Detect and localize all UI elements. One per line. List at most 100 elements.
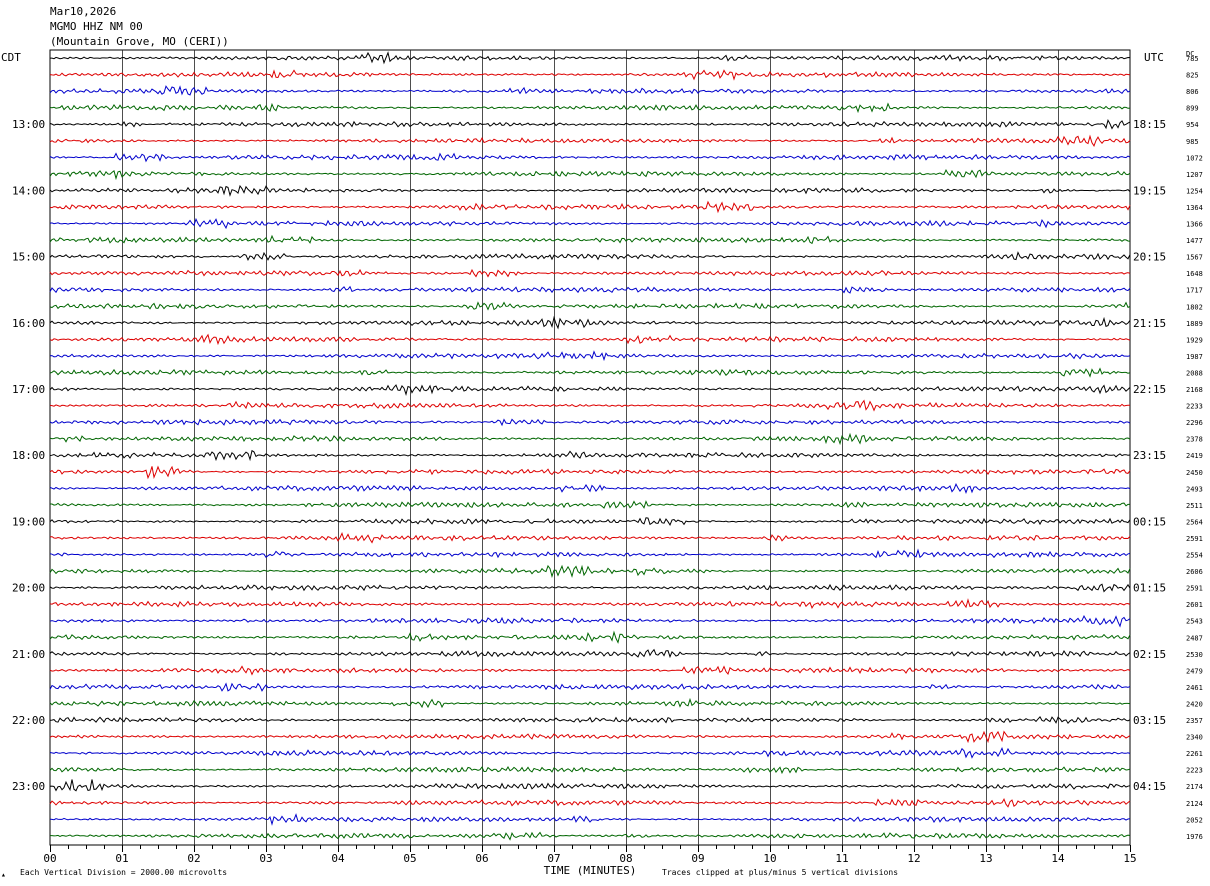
trace-line	[49, 315, 1131, 330]
dc-offset-label: 954	[1186, 121, 1199, 129]
trace-line	[50, 500, 1130, 509]
hour-label-utc: 23:15	[1133, 449, 1166, 462]
trace-line	[49, 69, 1131, 81]
dc-offset-label: 2174	[1186, 783, 1203, 791]
hour-label-utc: 18:15	[1133, 118, 1166, 131]
dc-offset-label: 806	[1186, 88, 1199, 96]
x-tick-label: 06	[475, 852, 488, 865]
hour-label-utc: 03:15	[1133, 714, 1166, 727]
trace-line	[49, 418, 1131, 427]
trace-line	[49, 813, 1131, 826]
dc-offset-label: 825	[1186, 72, 1199, 80]
dc-offset-label: 1802	[1186, 303, 1203, 311]
trace-line	[50, 51, 1131, 65]
dc-offset-label: 2223	[1186, 767, 1203, 775]
dc-offset-label: 1477	[1186, 237, 1203, 245]
trace-line	[49, 301, 1131, 311]
dc-offset-label: 1929	[1186, 336, 1203, 344]
dc-offset-label: 2296	[1186, 419, 1203, 427]
dc-offset-label: 2261	[1186, 750, 1203, 758]
dc-offset-label: 2450	[1186, 469, 1203, 477]
dc-offset-label: 1254	[1186, 187, 1203, 195]
x-tick-label: 07	[547, 852, 560, 865]
hour-label-cdt: 16:00	[12, 317, 45, 330]
header-station: MGMO HHZ NM 00	[50, 20, 143, 33]
dc-offset-label: 985	[1186, 138, 1199, 146]
dc-offset-label: 2487	[1186, 634, 1203, 642]
trace-line	[49, 200, 1131, 214]
hour-label-utc: 20:15	[1133, 251, 1166, 264]
trace-line	[49, 234, 1131, 245]
dc-offset-label: 899	[1186, 105, 1199, 113]
hour-label-cdt: 17:00	[12, 383, 45, 396]
dc-offset-label: 2420	[1186, 700, 1203, 708]
dc-offset-label: 2493	[1186, 485, 1203, 493]
hour-label-utc: 22:15	[1133, 383, 1166, 396]
scale-note: Each Vertical Division = 2000.00 microvo…	[20, 868, 227, 877]
x-tick-label: 14	[1051, 852, 1065, 865]
dc-offset-label: 1889	[1186, 320, 1203, 328]
trace-line	[49, 583, 1131, 593]
clip-note: Traces clipped at plus/minus 5 vertical …	[662, 868, 898, 877]
right-timezone-label: UTC	[1144, 51, 1164, 64]
dc-offset-label: 2052	[1186, 816, 1203, 824]
trace-line	[49, 483, 1131, 495]
hour-label-utc: 01:15	[1133, 582, 1166, 595]
dc-offset-label: 2088	[1186, 369, 1203, 377]
dc-offset-label: 2124	[1186, 800, 1203, 808]
trace-line	[50, 831, 1131, 841]
trace-line	[49, 102, 1131, 114]
hour-label-cdt: 18:00	[12, 449, 45, 462]
trace-line	[49, 615, 1131, 628]
trace-line	[49, 432, 1131, 446]
dc-offset-label: 1717	[1186, 287, 1203, 295]
trace-line	[49, 217, 1131, 230]
x-tick-label: 00	[43, 852, 56, 865]
header-location: (Mountain Grove, MO (CERI))	[50, 35, 229, 48]
dc-offset-label: 2554	[1186, 552, 1203, 560]
trace-line	[49, 564, 1131, 578]
tick-layer: 00 01 02 03 04 05 06 07 08 09 10 11 12 13 14 15	[43, 845, 1137, 865]
plot-frame	[49, 49, 1131, 846]
trace-line	[49, 367, 1131, 378]
trace-line	[49, 598, 1131, 610]
dc-offset-label: 1207	[1186, 171, 1203, 179]
x-tick-label: 09	[691, 852, 704, 865]
dc-offset-label: 2357	[1186, 717, 1203, 725]
trace-line	[49, 697, 1131, 709]
trace-line	[49, 548, 1131, 559]
trace-line	[49, 285, 1131, 294]
dc-offset-label: 2601	[1186, 601, 1203, 609]
dc-offset-label: 1567	[1186, 254, 1203, 262]
dc-offset-label: 785	[1186, 55, 1199, 63]
x-tick-label: 10	[763, 852, 776, 865]
x-tick-label: 11	[835, 852, 848, 865]
dc-offset-label: 1648	[1186, 270, 1203, 278]
dc-offset-label: 1364	[1186, 204, 1203, 212]
trace-line	[49, 765, 1131, 775]
x-axis-title: TIME (MINUTES)	[544, 864, 637, 877]
dc-offset-label: 2233	[1186, 403, 1203, 411]
hour-label-cdt: 13:00	[12, 118, 45, 131]
trace-line	[49, 85, 1131, 96]
trace-line	[49, 716, 1131, 725]
hour-label-cdt: 21:00	[12, 648, 45, 661]
label-layer: Mar10,2026 MGMO HHZ NM 00 (Mountain Grov…	[1, 5, 1203, 879]
trace-line	[49, 251, 1131, 261]
dc-offset-label: 2606	[1186, 568, 1203, 576]
x-tick-label: 02	[187, 852, 200, 865]
trace-line	[49, 798, 1131, 808]
x-tick-label: 08	[619, 852, 632, 865]
dc-offset-label: 1976	[1186, 833, 1203, 841]
x-tick-label: 03	[259, 852, 272, 865]
left-timezone-label: CDT	[1, 51, 21, 64]
dc-offset-label: 2591	[1186, 535, 1203, 543]
hour-label-utc: 00:15	[1133, 515, 1166, 528]
trace-line	[49, 779, 1131, 792]
x-tick-label: 04	[331, 852, 345, 865]
trace-line	[49, 399, 1130, 412]
trace-line	[49, 134, 1131, 148]
dc-offset-label: 2340	[1186, 734, 1203, 742]
trace-line	[49, 648, 1131, 659]
